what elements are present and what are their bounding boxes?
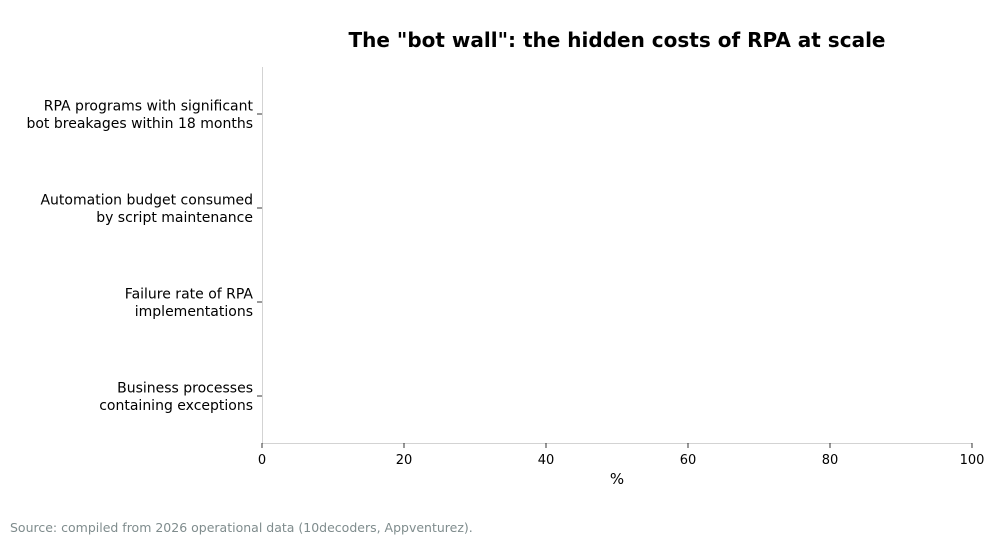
category-label-line: RPA programs with significant <box>44 98 254 114</box>
x-tick-label: 80 <box>822 453 839 468</box>
x-axis: 0 20 40 60 80 100 <box>258 443 985 468</box>
y-axis: RPA programs with significant bot breakag… <box>26 98 262 414</box>
category-label-line: Failure rate of RPA <box>125 286 254 302</box>
x-tick-label: 40 <box>538 453 555 468</box>
x-tick-label: 0 <box>258 453 266 468</box>
category-label-line: by script maintenance <box>96 210 253 226</box>
category-label-line: Business processes <box>117 380 253 396</box>
category-label: RPA programs with significant bot breakag… <box>26 98 253 132</box>
source-note: Source: compiled from 2026 operational d… <box>10 520 473 535</box>
category-label: Failure rate of RPA implementations <box>125 286 254 320</box>
plot-area <box>262 67 972 444</box>
x-tick-label: 100 <box>960 453 985 468</box>
chart-title: The "bot wall": the hidden costs of RPA … <box>349 28 886 52</box>
category-label-line: implementations <box>135 304 253 320</box>
x-axis-label: % <box>610 470 624 488</box>
category-label-line: bot breakages within 18 months <box>26 116 253 132</box>
category-label-line: Automation budget consumed <box>40 192 253 208</box>
category-label-line: containing exceptions <box>99 398 253 414</box>
x-tick-label: 20 <box>396 453 413 468</box>
x-tick-label: 60 <box>680 453 697 468</box>
category-label: Business processes containing exceptions <box>99 380 253 414</box>
category-label: Automation budget consumed by script main… <box>40 192 253 226</box>
